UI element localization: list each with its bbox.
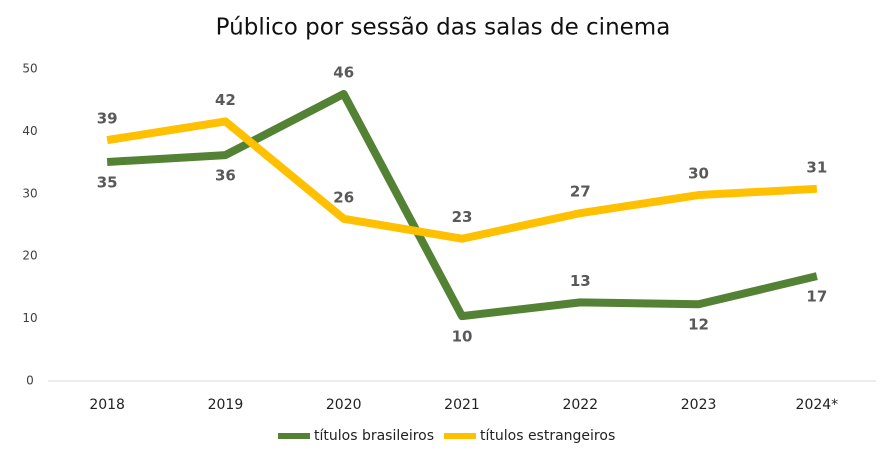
data-label: 13	[570, 272, 591, 290]
y-tick-label: 0	[26, 374, 34, 388]
y-tick-label: 50	[22, 62, 37, 76]
data-label: 26	[333, 188, 354, 206]
data-label: 35	[97, 173, 118, 191]
legend-label: títulos brasileiros	[314, 428, 434, 444]
line-series	[106, 89, 818, 321]
x-tick-label: 2018	[89, 397, 125, 413]
data-label: 10	[452, 328, 473, 346]
line-series	[106, 117, 818, 243]
x-tick-label: 2021	[444, 397, 480, 413]
y-tick-label: 20	[22, 249, 37, 263]
x-tick-label: 2023	[681, 397, 717, 413]
data-label: 31	[806, 158, 827, 176]
x-tick-label: 2020	[326, 397, 362, 413]
x-tick-label: 2019	[208, 397, 244, 413]
chart-title: Público por sessão das salas de cinema	[216, 15, 671, 41]
y-tick-label: 10	[22, 311, 37, 325]
y-tick-label: 40	[22, 124, 37, 138]
data-label: 17	[806, 288, 827, 306]
data-label: 42	[215, 91, 236, 109]
legend-label: títulos estrangeiros	[480, 428, 615, 444]
x-tick-label: 2024*	[796, 397, 839, 413]
data-label: 36	[215, 167, 236, 185]
data-label: 12	[688, 316, 709, 334]
data-label: 27	[570, 183, 591, 201]
data-label: 39	[97, 110, 118, 128]
data-label: 46	[333, 63, 354, 81]
x-tick-label: 2022	[562, 397, 598, 413]
y-tick-label: 30	[22, 186, 37, 200]
data-label: 23	[452, 208, 473, 226]
data-label: 30	[688, 165, 709, 183]
